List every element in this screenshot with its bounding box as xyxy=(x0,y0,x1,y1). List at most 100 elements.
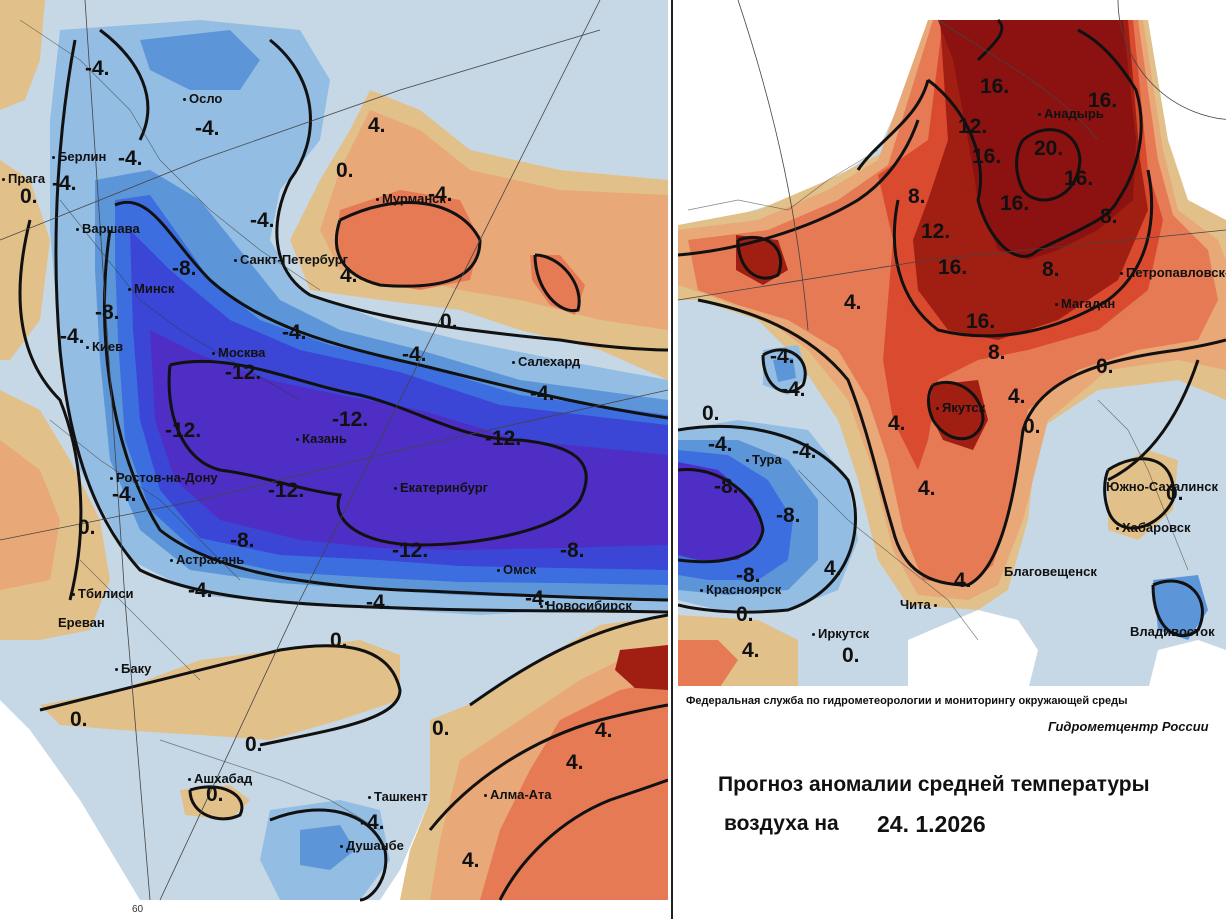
isoline-label: -4. xyxy=(792,440,817,463)
city-name: Казань xyxy=(302,431,347,446)
isoline-label: -4. xyxy=(366,591,391,614)
left-anomaly-map xyxy=(0,0,668,902)
isoline-label: 8. xyxy=(1042,258,1060,281)
longitude-label: 60 xyxy=(132,904,144,915)
left-borders xyxy=(19,19,381,831)
agency-name: Федеральная служба по гидрометеорологии … xyxy=(686,695,1128,707)
zone-pos4-sw xyxy=(678,640,738,690)
city-label: Благовещенск xyxy=(1004,565,1097,579)
city-dot-icon xyxy=(296,438,299,442)
city-name: Магадан xyxy=(1061,296,1116,311)
city-name: Екатеринбург xyxy=(400,480,489,495)
isoline-label: 0. xyxy=(440,310,458,333)
isoline-label: 0. xyxy=(20,185,38,208)
isoline-label: 16. xyxy=(1000,192,1030,215)
city-name: Владивосток xyxy=(1130,624,1215,639)
isoline-label: -12. xyxy=(268,479,305,502)
isoline-label: 12. xyxy=(921,220,951,243)
city-name: Ереван xyxy=(58,615,105,630)
isoline-label: -12. xyxy=(165,419,202,442)
city-dot-icon xyxy=(183,98,186,102)
isoline-label: -4. xyxy=(530,382,555,405)
city-dot-icon xyxy=(512,361,515,365)
zone-white-se xyxy=(1148,640,1226,690)
city-dot-icon xyxy=(933,604,937,608)
city-name: Ростов-на-Дону xyxy=(116,470,218,485)
zone-pos4-murmansk xyxy=(335,190,480,290)
city-dot-icon xyxy=(1120,272,1123,276)
city-label: Новосибирск xyxy=(540,599,632,613)
isoline-label: 4. xyxy=(844,291,862,314)
city-name: Благовещенск xyxy=(1004,564,1097,579)
city-dot-icon xyxy=(234,259,237,263)
city-label: Тура xyxy=(746,453,782,467)
isoline-label: -4. xyxy=(402,343,427,366)
city-dot-icon xyxy=(746,459,749,463)
isoline-label: 12. xyxy=(958,115,988,138)
city-label: Киев xyxy=(86,340,123,354)
zone-neg12 xyxy=(150,330,668,550)
city-name: Красноярск xyxy=(706,582,782,597)
isoline-label: -8. xyxy=(95,301,120,324)
zone-pos0-south xyxy=(40,640,400,740)
city-dot-icon xyxy=(170,559,173,563)
city-name: Санкт-Петербург xyxy=(240,252,349,267)
city-name: Омск xyxy=(503,562,537,577)
isoline-label: 4. xyxy=(742,639,760,662)
isoline-label: -8. xyxy=(776,504,801,527)
isoline-label: 0. xyxy=(70,708,88,731)
city-name: Ашхабад xyxy=(194,771,253,786)
city-name: Анадырь xyxy=(1044,106,1104,121)
city-label: Якутск xyxy=(936,401,985,415)
forecast-date: 24. 1.2026 xyxy=(877,811,986,837)
city-name: Осло xyxy=(189,91,223,106)
isoline-label: 0. xyxy=(336,159,354,182)
right-map-panel: Анадырь Магадан Петропавловск-Камчатский… xyxy=(678,0,1226,919)
city-name: Чита xyxy=(900,597,931,612)
zone-neg6-small xyxy=(773,358,796,382)
city-label: Астрахань xyxy=(170,553,244,567)
isoline-label: 20. xyxy=(1034,137,1064,160)
isoline-label: 16. xyxy=(972,145,1002,168)
city-label: Ереван xyxy=(58,616,105,630)
isoline-label: 4. xyxy=(595,719,613,742)
isoline-label: 8. xyxy=(908,185,926,208)
isoline-label: -12. xyxy=(225,361,262,384)
city-label: Чита xyxy=(900,598,940,612)
city-name: Хабаровск xyxy=(1122,520,1191,535)
city-name: Новосибирск xyxy=(546,598,632,613)
isoline-label: 0. xyxy=(78,516,96,539)
isoline-label: -4. xyxy=(250,209,275,232)
city-name: Алма-Ата xyxy=(490,787,552,802)
isoline-label: 0. xyxy=(736,603,754,626)
isoline-label: 4. xyxy=(824,557,842,580)
city-dot-icon xyxy=(936,407,939,411)
city-name: Астрахань xyxy=(176,552,245,567)
zone-pos0-west2 xyxy=(0,160,50,360)
isoline-label: 16. xyxy=(1088,89,1118,112)
city-dot-icon xyxy=(497,569,500,573)
isoline-label: 0. xyxy=(245,733,263,756)
city-label: Душанбе xyxy=(340,839,404,853)
city-name: Москва xyxy=(218,345,266,360)
right-anomaly-map xyxy=(678,0,1226,919)
city-dot-icon xyxy=(188,778,191,782)
isoline-label: 0. xyxy=(1166,482,1184,505)
zone-neg6-south xyxy=(300,825,355,870)
city-name: Берлин xyxy=(58,149,107,164)
city-dot-icon xyxy=(368,796,371,800)
isoline-label: -12. xyxy=(485,427,522,450)
isoline-label: 0. xyxy=(1023,415,1041,438)
city-name: Иркутск xyxy=(818,626,870,641)
city-name: Тура xyxy=(752,452,782,467)
isoline-label: -4. xyxy=(525,587,550,610)
city-dot-icon xyxy=(212,352,215,356)
right-isolines xyxy=(678,18,1226,637)
city-label: Минск xyxy=(128,282,174,296)
isoline-label: -8. xyxy=(172,257,197,280)
isoline-label: 4. xyxy=(340,264,358,287)
zone-neg6-north xyxy=(140,30,260,90)
isoline-label: 8. xyxy=(988,341,1006,364)
isoline-label: 4. xyxy=(918,477,936,500)
city-name: Душанбе xyxy=(346,838,404,853)
